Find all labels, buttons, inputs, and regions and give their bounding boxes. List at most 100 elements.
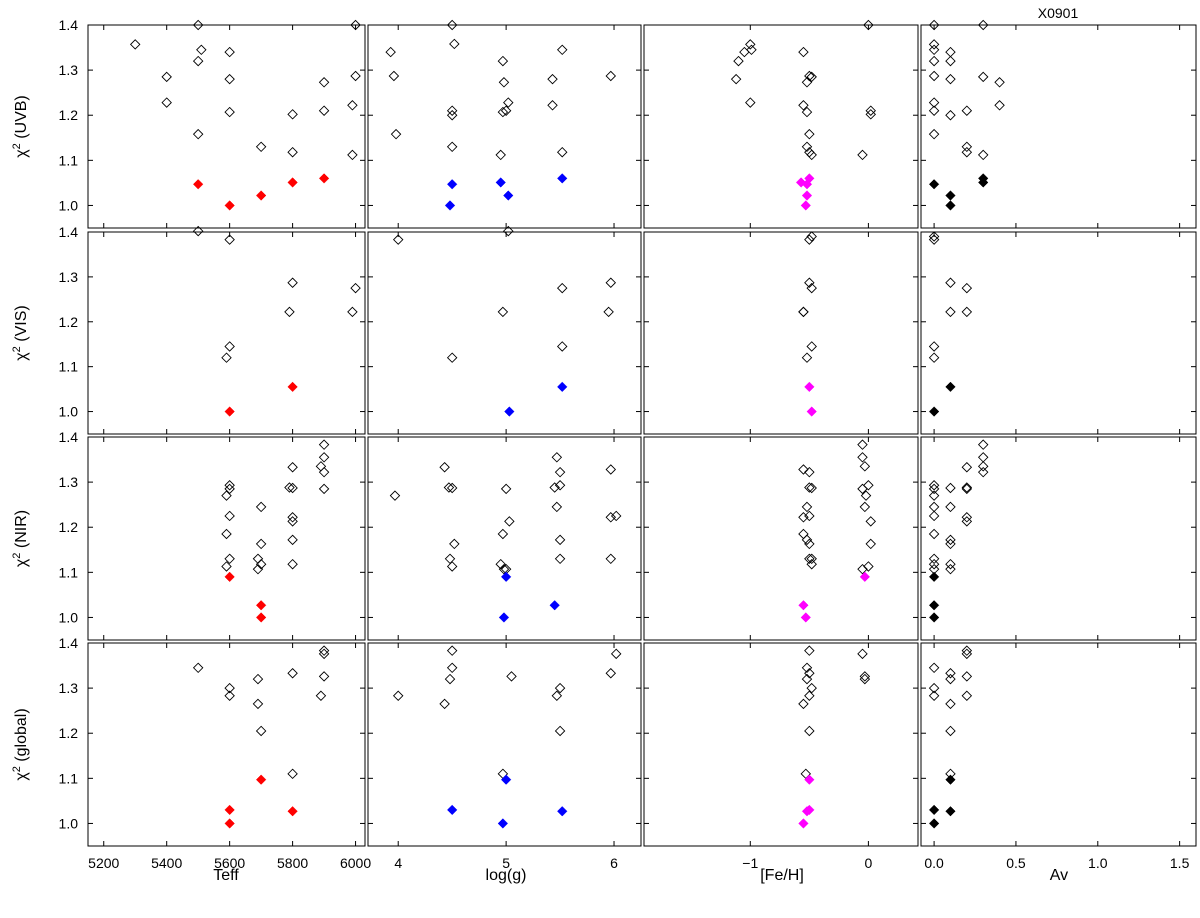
data-point-best [557, 173, 568, 184]
data-point-open [865, 105, 876, 116]
panel-global-feh: −1 0 [Fe/H] [643, 642, 919, 884]
data-point-open [733, 55, 744, 67]
data-point-open [347, 100, 358, 111]
data-point-open [224, 46, 235, 58]
data-point-open [804, 538, 815, 550]
x-tick-label: 0 [864, 855, 872, 871]
data-point-open [439, 698, 450, 710]
data-point-open [315, 690, 327, 702]
data-point-open [287, 516, 298, 527]
data-point-best [928, 612, 940, 623]
data-point-best [549, 600, 560, 611]
x-tick-label: 5400 [151, 855, 182, 871]
data-point-open [961, 141, 973, 153]
y-axis-label-vis: χ2 (VIS) [11, 305, 30, 360]
data-point-open [497, 55, 509, 67]
chart-title: X0901 [1038, 5, 1079, 21]
y-tick-label: 1.4 [59, 17, 79, 33]
data-point-open [928, 483, 940, 495]
data-point-open [605, 553, 617, 565]
data-point-open [318, 439, 330, 450]
data-point-open [865, 516, 876, 527]
data-point-open [192, 128, 204, 140]
data-point-open [801, 352, 813, 363]
data-point-best [444, 200, 456, 211]
data-point-open [446, 561, 458, 572]
data-point-open [945, 563, 956, 575]
data-point-open [221, 528, 232, 540]
data-point-best [500, 571, 512, 582]
data-point-open [446, 109, 458, 121]
data-point-best [945, 774, 956, 785]
x-tick-label: −1 [742, 855, 758, 871]
data-point-open [444, 673, 456, 685]
data-point-best [224, 406, 235, 417]
y-tick-label: 1.0 [59, 609, 79, 625]
x-axis-label-av: Av [1050, 867, 1068, 884]
data-point-open [806, 231, 817, 242]
data-point-open [554, 682, 566, 694]
panel-vis-logg [367, 225, 642, 435]
data-point-open [284, 482, 295, 493]
data-point-open [746, 44, 757, 56]
data-point-best [497, 818, 509, 829]
data-point-open [961, 146, 973, 158]
data-point-best [928, 818, 940, 829]
data-point-open [446, 141, 458, 153]
x-axis-label-logg: log(g) [486, 867, 527, 884]
y-tick-label: 1.2 [59, 725, 79, 741]
data-point-open [497, 306, 509, 318]
data-point-open [497, 106, 509, 118]
data-point-open [928, 341, 940, 352]
data-point-open [859, 461, 871, 472]
data-point-open [865, 538, 876, 550]
data-point-open [318, 77, 330, 88]
panel-frame-vis-teff [87, 231, 366, 435]
panel-vis-feh [643, 231, 919, 435]
data-point-open [804, 277, 815, 288]
data-point-best [800, 612, 811, 623]
data-point-open [506, 671, 517, 682]
panel-frame-vis-av [920, 231, 1197, 435]
data-point-open [928, 105, 940, 116]
data-point-open [554, 466, 566, 478]
y-axis-label-nir: χ2 (NIR) [11, 510, 30, 567]
data-point-open [556, 341, 568, 352]
data-point-open [224, 106, 235, 118]
data-point-open [806, 558, 817, 570]
data-point-open [446, 19, 458, 31]
data-point-open [857, 149, 868, 161]
data-point-open [318, 483, 330, 495]
data-point-best [798, 600, 809, 611]
data-point-best [287, 806, 298, 817]
data-point-open [224, 553, 235, 565]
data-point-open [556, 44, 568, 56]
data-point-open [255, 141, 267, 153]
data-point-open [977, 71, 989, 83]
data-point-open [859, 501, 871, 513]
data-point-open [863, 480, 874, 491]
y-tick-label: 1.0 [59, 404, 79, 420]
data-point-open [192, 225, 204, 237]
data-point-best [928, 600, 940, 611]
data-point-open [255, 725, 267, 737]
data-point-open [928, 19, 940, 31]
panel-nir-teff: 1.0 1.1 1.2 1.3 1.4 [59, 429, 366, 641]
x-axis-label-feh: [Fe/H] [760, 867, 804, 884]
data-point-open [977, 439, 989, 450]
data-point-open [192, 662, 204, 674]
data-point-open [945, 482, 956, 494]
y-tick-label: 1.2 [59, 314, 79, 330]
x-tick-label: 5 [502, 855, 510, 871]
data-point-open [806, 149, 817, 161]
data-point-best [255, 774, 267, 785]
data-point-open [605, 464, 617, 475]
data-point-best [928, 571, 940, 582]
data-point-open [347, 306, 358, 318]
data-point-best [798, 818, 809, 829]
data-point-open [603, 306, 614, 318]
data-point-open [745, 97, 756, 108]
data-point-open [554, 480, 566, 491]
data-point-best [557, 806, 568, 817]
